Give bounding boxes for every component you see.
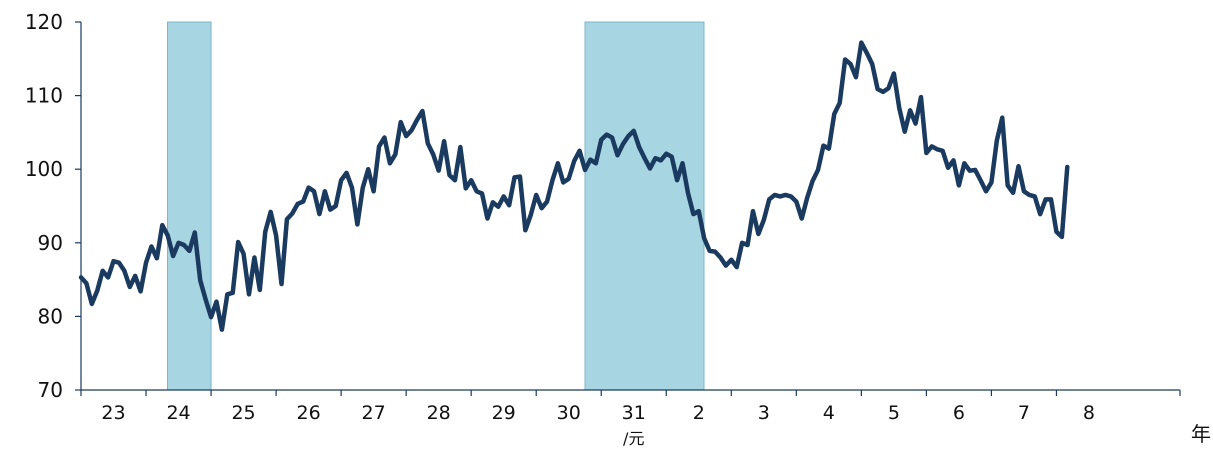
x-tick-label: 28 (427, 402, 451, 424)
y-tick-label: 110 (25, 84, 63, 108)
shaded-periods (166, 21, 705, 391)
axes (75, 21, 1181, 396)
shaded-period-1 (166, 21, 212, 391)
x-tick-label: 3 (758, 402, 770, 424)
x-tick-label: 8 (1083, 402, 1095, 424)
x-tick-label: 23 (101, 402, 125, 424)
series-line-1 (78, 40, 1070, 332)
x-tick-sublabel: /元 (623, 429, 644, 448)
x-tick-label: 5 (888, 402, 900, 424)
x-tick-label: 26 (297, 402, 321, 424)
x-tick-label: 6 (953, 402, 965, 424)
x-tick-label: 7 (1018, 402, 1030, 424)
x-tick-label: 30 (557, 402, 581, 424)
x-unit-label: 年 (1191, 422, 1211, 446)
series-layer (78, 40, 1070, 332)
x-tick-label: 24 (166, 402, 190, 424)
y-tick-label: 80 (38, 304, 63, 328)
x-tick-label: 27 (362, 402, 386, 424)
shaded-period-2 (584, 21, 705, 391)
x-tick-label: 2 (693, 402, 705, 424)
x-tick-label: 25 (231, 402, 255, 424)
x-tick-label: 31 (622, 402, 646, 424)
y-tick-label: 100 (25, 157, 63, 181)
y-tick-label: 120 (25, 10, 63, 34)
x-tick-label: 29 (492, 402, 516, 424)
y-tick-label: 90 (38, 231, 63, 255)
x-tick-label: 4 (823, 402, 835, 424)
y-tick-label: 70 (38, 378, 63, 402)
